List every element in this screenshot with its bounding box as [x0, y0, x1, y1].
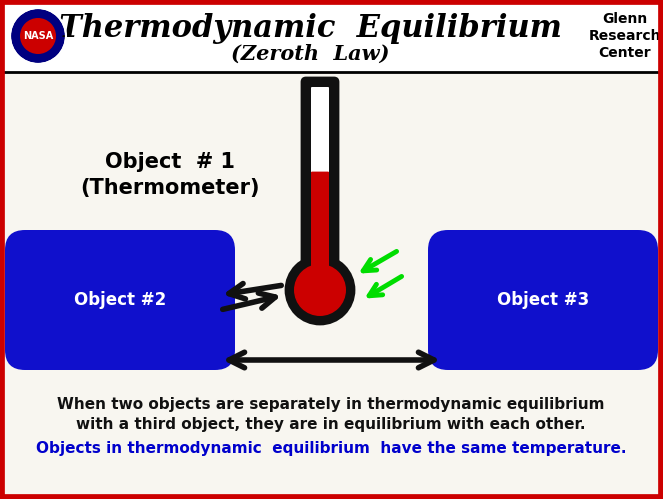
Text: When two objects are separately in thermodynamic equilibrium: When two objects are separately in therm… — [57, 398, 605, 413]
Circle shape — [10, 8, 66, 64]
Text: Thermodynamic  Equilibrium: Thermodynamic Equilibrium — [58, 12, 562, 43]
Circle shape — [286, 256, 354, 324]
Circle shape — [294, 264, 346, 316]
Circle shape — [20, 18, 56, 54]
Text: Objects in thermodynamic  equilibrium  have the same temperature.: Objects in thermodynamic equilibrium hav… — [36, 441, 627, 456]
Polygon shape — [4, 2, 659, 72]
Polygon shape — [4, 72, 659, 495]
FancyBboxPatch shape — [302, 78, 338, 274]
FancyBboxPatch shape — [428, 230, 658, 370]
Text: Object #2: Object #2 — [74, 291, 166, 309]
FancyBboxPatch shape — [311, 172, 329, 269]
Text: with a third object, they are in equilibrium with each other.: with a third object, they are in equilib… — [76, 418, 585, 433]
Text: Object  # 1
(Thermometer): Object # 1 (Thermometer) — [80, 152, 260, 198]
FancyBboxPatch shape — [5, 230, 235, 370]
FancyBboxPatch shape — [311, 87, 329, 174]
Text: Object #3: Object #3 — [497, 291, 589, 309]
Text: Glenn
Research
Center: Glenn Research Center — [589, 11, 661, 60]
Text: (Zeroth  Law): (Zeroth Law) — [231, 44, 389, 64]
Text: NASA: NASA — [23, 31, 53, 41]
